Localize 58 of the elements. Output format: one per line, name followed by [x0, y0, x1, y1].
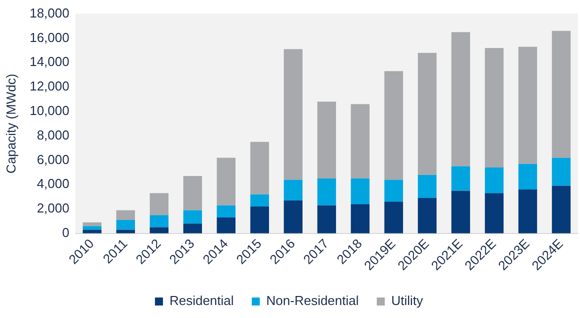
bar [116, 220, 135, 230]
bar [216, 218, 236, 234]
bar [518, 164, 538, 190]
bar [183, 224, 202, 234]
bar [418, 198, 437, 234]
bar [150, 193, 168, 216]
bar [384, 71, 404, 180]
bar [82, 222, 102, 226]
y-tick-label: 6,000 [36, 152, 70, 167]
y-tick-label: 18,000 [30, 5, 70, 20]
y-axis-title: Capacity (MWdc) [3, 74, 18, 174]
y-tick-label: 16,000 [30, 30, 70, 45]
bar [451, 166, 470, 191]
bar [518, 46, 538, 164]
bar [518, 189, 538, 234]
bar [284, 49, 303, 180]
bar [116, 210, 135, 220]
bar [82, 226, 102, 230]
y-tick-label: 2,000 [36, 200, 70, 216]
bar [183, 176, 202, 210]
bar [552, 30, 571, 158]
y-tick-label: 12,000 [30, 78, 70, 94]
bar [384, 202, 404, 234]
bar [350, 204, 370, 234]
bar [451, 32, 470, 166]
bar [216, 205, 236, 218]
bar [250, 142, 270, 194]
bar [250, 194, 270, 207]
bar [418, 52, 437, 175]
y-tick-label: 0 [62, 224, 70, 240]
y-tick-label: 14,000 [30, 54, 70, 70]
bar [451, 190, 470, 234]
bar [552, 158, 571, 186]
legend-label: Residential [169, 293, 234, 308]
bar [484, 193, 504, 234]
bar [82, 230, 102, 234]
legend-label: Utility [391, 293, 424, 308]
bar [384, 180, 404, 202]
bar [552, 186, 571, 234]
bar [284, 180, 303, 200]
bar [317, 205, 336, 234]
bar [317, 102, 336, 178]
bar [317, 178, 336, 206]
bar [284, 200, 303, 234]
bar [250, 206, 270, 234]
bar [216, 158, 236, 206]
y-tick-label: 10,000 [30, 102, 70, 118]
y-tick-label: 8,000 [36, 127, 70, 142]
bar [350, 178, 370, 204]
bar [418, 174, 437, 198]
bar [484, 48, 504, 168]
y-tick-label: 4,000 [36, 176, 70, 192]
bar [484, 168, 504, 194]
legend-label: Non-Residential [266, 293, 359, 308]
bar [150, 215, 168, 228]
bar [183, 210, 202, 224]
bar [350, 104, 370, 178]
bar [116, 230, 135, 234]
